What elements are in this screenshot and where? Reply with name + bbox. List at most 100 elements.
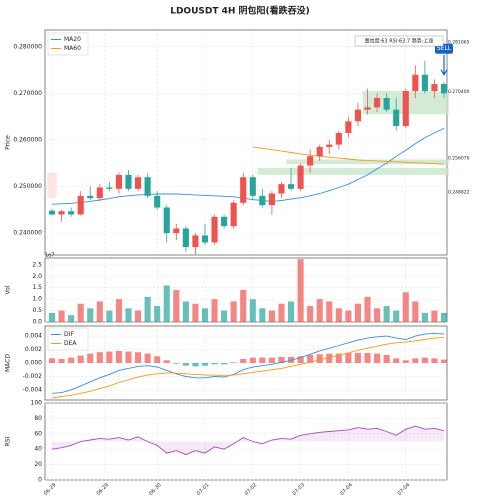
candle-body bbox=[230, 202, 237, 227]
y-tick-label: -0.004 bbox=[23, 386, 43, 393]
macd-bar bbox=[134, 352, 142, 363]
macd-bar bbox=[240, 358, 247, 363]
macd-bar bbox=[259, 357, 266, 363]
volume-bar bbox=[201, 308, 209, 322]
candle-body bbox=[421, 74, 428, 92]
y-axis-label: Vol bbox=[5, 285, 12, 294]
macd-line bbox=[51, 332, 445, 394]
macd-bar bbox=[297, 356, 304, 363]
macd-bar bbox=[393, 358, 400, 363]
candle-body bbox=[144, 177, 151, 196]
ma-line bbox=[51, 127, 445, 205]
volume-bar bbox=[154, 306, 161, 322]
volume-bar bbox=[134, 310, 142, 322]
volume-bar bbox=[96, 301, 103, 322]
candle-body bbox=[68, 211, 75, 215]
candle-body bbox=[402, 91, 409, 126]
candle-body bbox=[77, 195, 84, 215]
macd-bar bbox=[48, 358, 56, 363]
macd-bar bbox=[192, 363, 199, 367]
legend-label: MA20 bbox=[64, 36, 81, 43]
macd-bar bbox=[316, 354, 323, 363]
y-tick-label: 0.280000 bbox=[13, 43, 42, 50]
y-tick-label: 2.0 bbox=[32, 273, 42, 280]
y-tick-label: 80 bbox=[34, 415, 42, 422]
macd-bar bbox=[182, 363, 189, 366]
volume-bar bbox=[173, 290, 180, 322]
volume-bar bbox=[211, 299, 218, 322]
y-tick-label: 0.002 bbox=[25, 346, 42, 353]
volume-bar bbox=[440, 312, 448, 322]
macd-bar bbox=[115, 350, 122, 363]
zone bbox=[47, 172, 57, 199]
volume-bar bbox=[393, 310, 400, 322]
panel-frame bbox=[44, 29, 448, 256]
candle-body bbox=[307, 156, 314, 166]
volume-bar bbox=[221, 310, 228, 322]
y-tick-label: 0.000 bbox=[25, 360, 42, 367]
volume-bar bbox=[431, 310, 438, 322]
volume-bar bbox=[335, 308, 342, 322]
candle-body bbox=[268, 193, 275, 206]
y-tick-label: 2.5 bbox=[32, 261, 42, 268]
macd-bar bbox=[345, 352, 352, 363]
candle-body bbox=[201, 235, 209, 243]
candle-body bbox=[431, 84, 438, 92]
macd-bar bbox=[307, 354, 314, 363]
y-tick-label: 40 bbox=[34, 446, 42, 453]
candle-body bbox=[87, 195, 94, 199]
y-tick-label: 60 bbox=[34, 430, 42, 437]
candle-body bbox=[163, 207, 170, 234]
candle-body bbox=[211, 216, 218, 243]
macd-bar bbox=[268, 357, 275, 363]
y-axis-label: Price bbox=[5, 135, 12, 150]
macd-bar bbox=[163, 360, 170, 363]
volume-bar bbox=[192, 303, 199, 322]
macd-bar bbox=[326, 353, 333, 363]
volume-bar bbox=[326, 301, 333, 322]
volume-bar bbox=[402, 292, 409, 322]
candle-body bbox=[297, 165, 304, 189]
level-label: 0.248822 bbox=[448, 190, 470, 196]
legend-label: MA60 bbox=[64, 45, 81, 52]
macd-bar bbox=[335, 353, 342, 363]
candle-body bbox=[249, 177, 256, 196]
macd-bar bbox=[374, 353, 381, 363]
rsi-line bbox=[51, 425, 445, 456]
volume-bar bbox=[68, 315, 75, 322]
volume-bar bbox=[364, 296, 371, 322]
candle-body bbox=[364, 107, 371, 110]
legend-label: DEA bbox=[64, 340, 77, 347]
macd-bar bbox=[412, 358, 419, 363]
candle-body bbox=[259, 195, 266, 206]
volume-bar bbox=[383, 306, 390, 322]
level-label: 0.270400 bbox=[448, 89, 470, 95]
x-tick-label: 07-02 bbox=[244, 482, 259, 497]
candle-body bbox=[182, 228, 189, 248]
y-tick-label: 20 bbox=[34, 461, 42, 468]
x-tick-label: 07-03 bbox=[292, 482, 307, 497]
volume-bar bbox=[87, 308, 94, 322]
level-label: 0.256070 bbox=[448, 156, 470, 162]
volume-bar bbox=[354, 303, 362, 322]
signal-arrow bbox=[440, 54, 448, 76]
x-tick-label: 06-30 bbox=[148, 482, 163, 497]
legend-box bbox=[47, 32, 89, 56]
volume-bar bbox=[345, 310, 352, 322]
volume-bar bbox=[421, 312, 428, 322]
volume-bar bbox=[106, 310, 113, 322]
info-box bbox=[354, 35, 444, 47]
volume-bar bbox=[77, 303, 84, 322]
macd-bar bbox=[421, 357, 428, 363]
x-tick-label: 06-29 bbox=[43, 482, 58, 497]
volume-bar bbox=[144, 296, 151, 322]
candle-body bbox=[278, 184, 285, 194]
y-tick-label: 1.5 bbox=[32, 284, 42, 291]
candle-body bbox=[393, 109, 400, 126]
y-tick-label: 0.004 bbox=[25, 333, 42, 340]
macd-bar bbox=[68, 357, 75, 363]
legend-box bbox=[47, 327, 89, 351]
volume-bar bbox=[48, 312, 56, 322]
candle-body bbox=[374, 98, 381, 108]
macd-bar bbox=[201, 363, 209, 366]
